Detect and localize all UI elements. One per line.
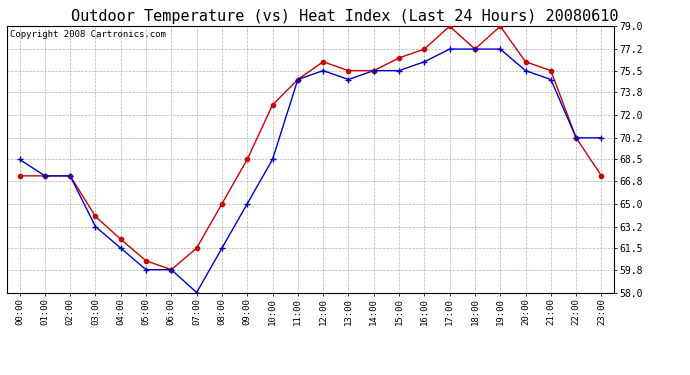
Text: Outdoor Temperature (vs) Heat Index (Last 24 Hours) 20080610: Outdoor Temperature (vs) Heat Index (Las… [71,9,619,24]
Text: Copyright 2008 Cartronics.com: Copyright 2008 Cartronics.com [10,30,166,39]
